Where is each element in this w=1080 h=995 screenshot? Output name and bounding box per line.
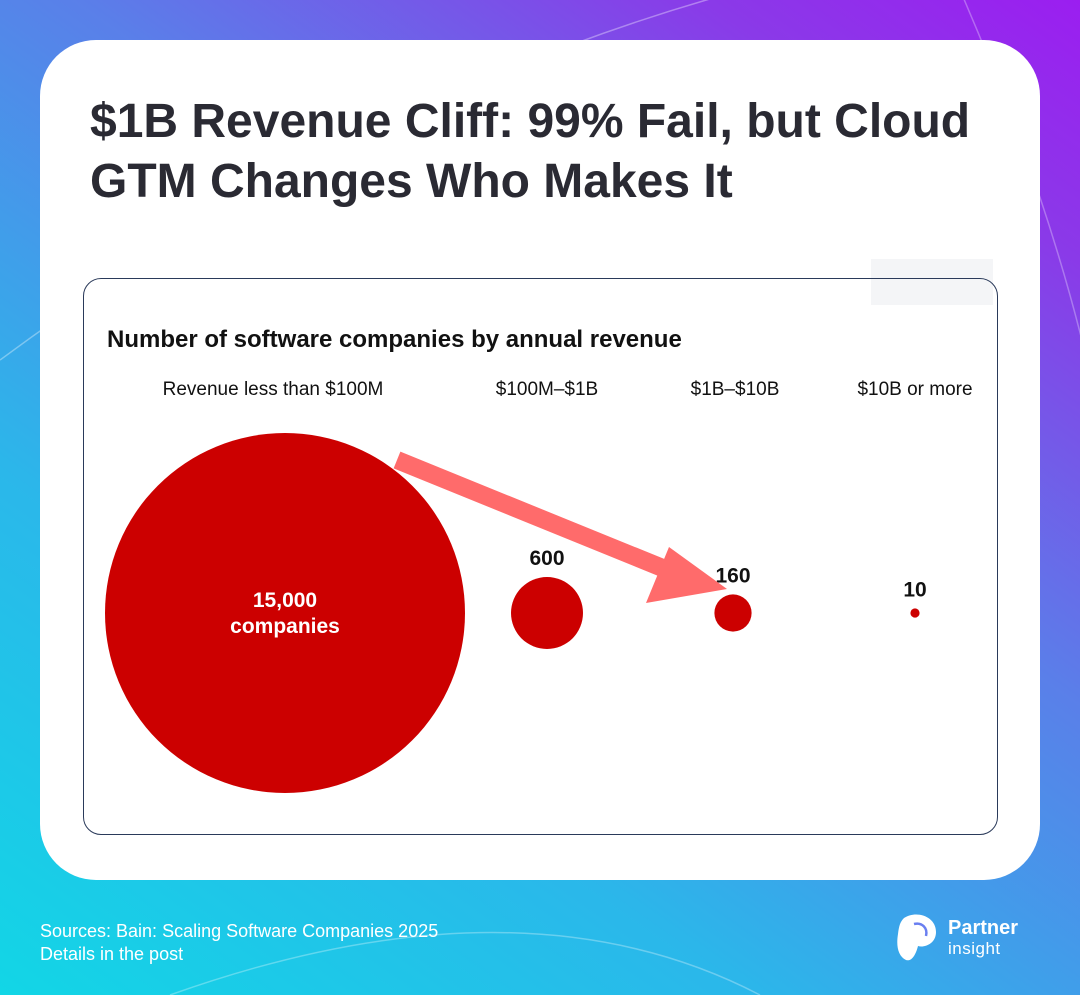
details-line: Details in the post <box>40 944 184 964</box>
brand-word-partner: Partner <box>948 917 1019 939</box>
brand-logo: Partner insight <box>894 912 1044 964</box>
chart-frame <box>83 278 998 835</box>
category-label-1: $100M–$1B <box>496 379 598 400</box>
category-label-2: $1B–$10B <box>691 379 780 400</box>
trend-arrow <box>393 451 727 603</box>
bubble-1-value: 600 <box>529 547 564 570</box>
bubble-0-unit: companies <box>230 615 340 638</box>
sources-note: Sources: Bain: Scaling Software Companie… <box>40 920 438 966</box>
bubble-100m-1b <box>511 577 583 649</box>
partner-insight-logo-icon <box>897 914 936 961</box>
sources-line: Sources: Bain: Scaling Software Companie… <box>40 921 439 941</box>
bubble-1b-10b <box>714 594 752 632</box>
chart-corner-patch <box>871 259 993 305</box>
bubble-10b-plus <box>910 608 920 618</box>
headline: $1B Revenue Cliff: 99% Fail, but Cloud G… <box>90 95 971 208</box>
arrow-head <box>646 547 727 603</box>
category-label-3: $10B or more <box>857 379 972 400</box>
bubble-3-value: 10 <box>903 578 926 601</box>
bubble-under-100m <box>105 433 465 793</box>
arrow-shaft <box>393 451 674 580</box>
category-label-0: Revenue less than $100M <box>163 379 384 400</box>
bubble-2-value: 160 <box>715 564 750 587</box>
bubble-0-value: 15,000 <box>253 589 317 612</box>
bubble-chart: Revenue less than $100M $100M–$1B $1B–$1… <box>105 379 973 793</box>
chart-title: Number of software companies by annual r… <box>107 326 682 353</box>
brand-word-insight: insight <box>948 939 1001 958</box>
